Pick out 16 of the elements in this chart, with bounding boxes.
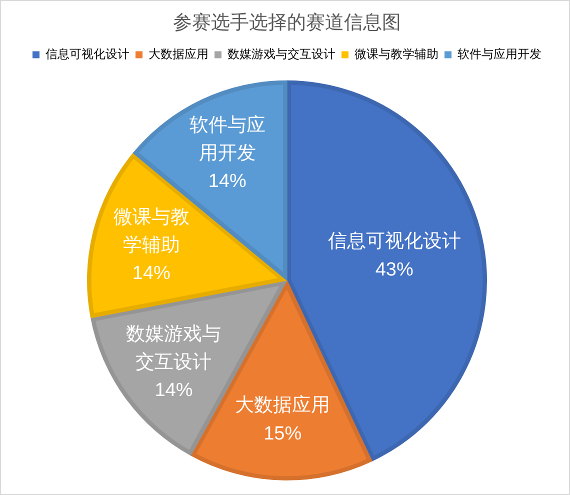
legend-label: 数媒游戏与交互设计 [228,47,336,62]
slice-label: 微课与教学辅助 [112,206,190,258]
slice-label: 大数据应用 [234,394,332,418]
data-label: 43% [375,260,414,281]
legend-label: 软件与应用开发 [458,47,542,62]
slice-label: 软件与应用开发 [188,114,266,166]
slice-label: 数媒游戏与交互设计 [125,322,222,375]
data-label: 14% [154,380,193,401]
slice-label: 信息可视化设计 [326,230,462,254]
data-label: 14% [208,170,247,192]
legend-label: 大数据应用 [148,47,208,62]
data-label: 15% [264,424,302,445]
legend-label: 微课与教学辅助 [354,47,438,62]
chart-title: 参赛选手选择的赛道信息图 [173,12,401,34]
legend-label: 信息可视化设计 [46,47,130,62]
data-label: 14% [132,262,171,284]
